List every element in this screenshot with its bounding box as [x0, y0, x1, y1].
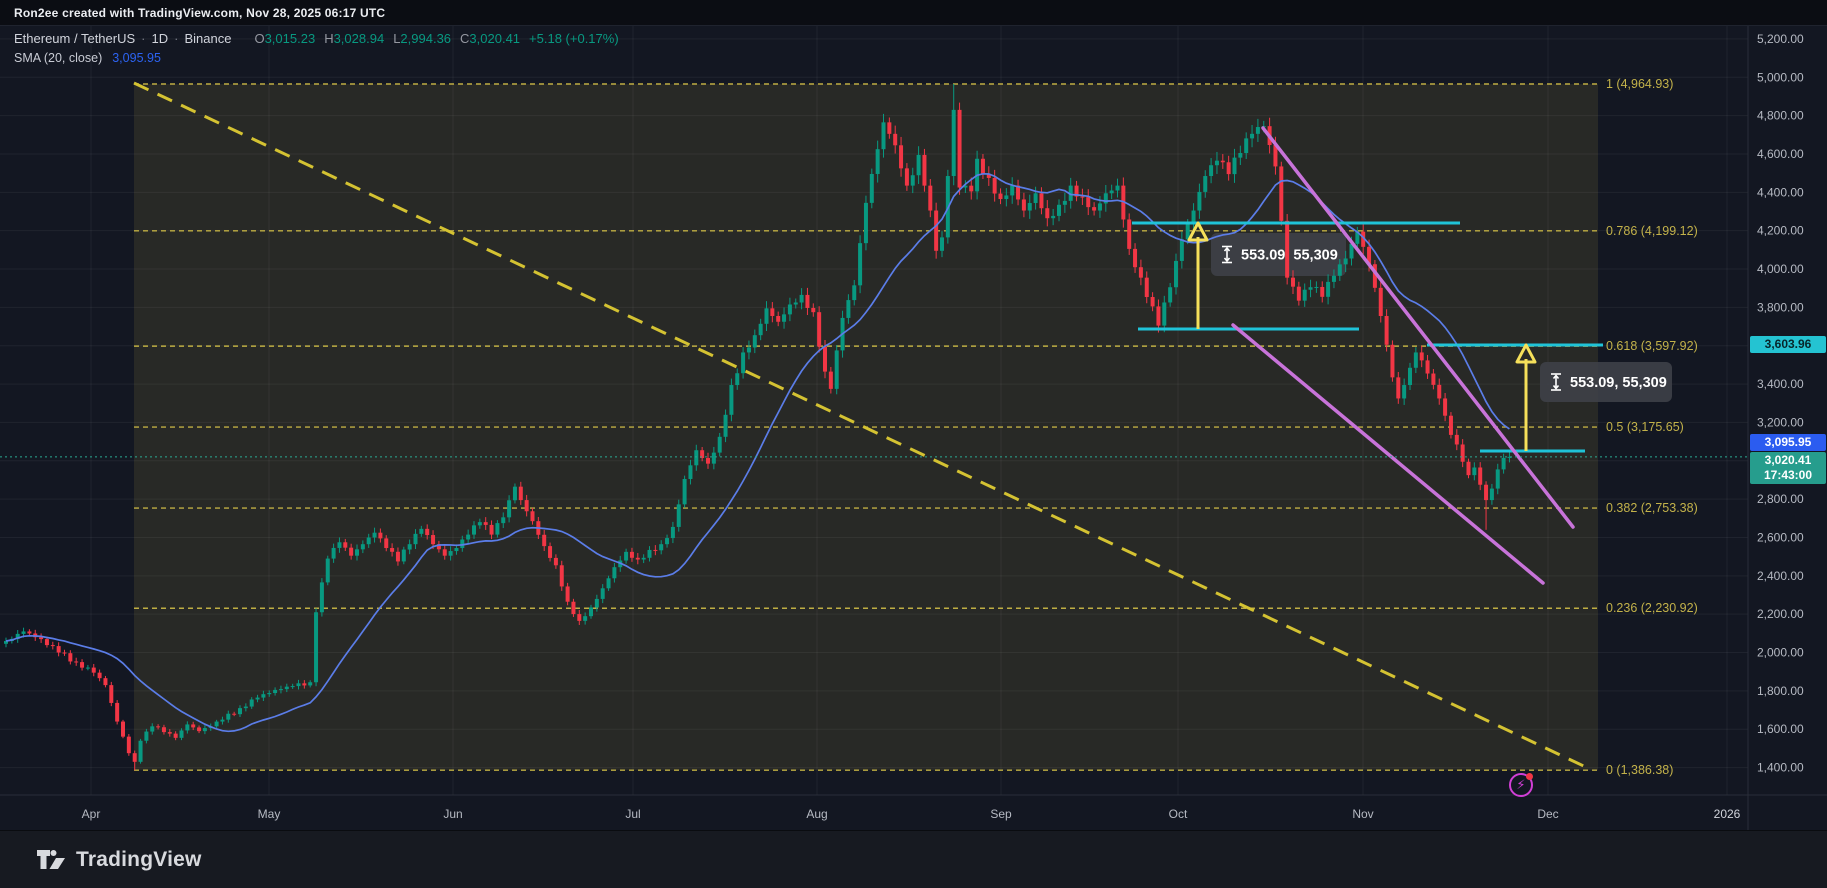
time-tick-May: May: [258, 807, 281, 821]
interval-label[interactable]: 1D: [151, 31, 169, 46]
sma-price-badge: 3,095.95: [1750, 434, 1826, 451]
symbol-row[interactable]: Ethereum / TetherUS · 1D · Binance O3,015.23 H…: [14, 31, 619, 46]
close-label: C: [460, 31, 470, 46]
low-value: 2,994.36: [400, 31, 452, 46]
separator: ·: [174, 31, 179, 46]
chart-background: [0, 26, 1827, 830]
indicator-name[interactable]: SMA (20, close): [14, 51, 103, 65]
fib-label-0: 0 (1,386.38): [1606, 763, 1673, 777]
measure-icon: [1551, 373, 1561, 391]
close-value: 3,020.41: [469, 31, 521, 46]
measure-icon: [1222, 245, 1232, 264]
symbol-name[interactable]: Ethereum / TetherUS: [14, 31, 136, 46]
fib-label-0.5: 0.5 (3,175.65): [1606, 420, 1684, 434]
price-axis[interactable]: [1748, 26, 1827, 795]
sma-price-value: 3,095.95: [1764, 435, 1812, 449]
indicator-row[interactable]: SMA (20, close) 3,095.95: [14, 51, 619, 65]
indicator-value: 3,095.95: [112, 51, 161, 65]
sma-line[interactable]: [5, 172, 1510, 733]
time-tick-Jun: Jun: [443, 807, 462, 821]
time-axis-labels[interactable]: Apr May Jun Jul Aug Sep Oct Nov Dec 2026: [82, 807, 1741, 821]
high-value: 3,028.94: [333, 31, 385, 46]
last-price-value: 3,020.41: [1764, 453, 1812, 467]
target-price-value: 3,603.96: [1764, 337, 1812, 351]
fib-label-0.382: 0.382 (2,753.38): [1606, 501, 1698, 515]
price-tick: 2,200.00: [1757, 607, 1804, 621]
price-tick: 4,800.00: [1757, 109, 1804, 123]
flash-marker[interactable]: ⚡: [1509, 773, 1533, 797]
price-tick: 3,400.00: [1757, 377, 1804, 391]
price-tick: 3,200.00: [1757, 415, 1804, 429]
separator: ·: [141, 31, 146, 46]
time-tick-Dec: Dec: [1537, 807, 1558, 821]
measure-arrows[interactable]: [1187, 221, 1537, 452]
attribution-bar: Ron2ee created with TradingView.com, Nov…: [0, 0, 1827, 26]
price-tick: 3,800.00: [1757, 300, 1804, 314]
notification-dot: [1526, 773, 1533, 780]
measure-tooltip: 553.09, 55,309: [1540, 362, 1672, 402]
fib-label-1: 1 (4,964.93): [1606, 77, 1673, 91]
price-tick: 4,000.00: [1757, 262, 1804, 276]
measure-value: 553.09, 55,309: [1570, 375, 1667, 391]
change-value: +5.18 (+0.17%): [529, 31, 619, 46]
price-tick: 1,400.00: [1757, 761, 1804, 775]
low-label: L: [393, 31, 401, 46]
last-price-badge: 3,020.41 17:43:00: [1750, 452, 1826, 484]
fib-trend-line[interactable]: [133, 81, 1591, 771]
measure-tooltip: 553.09, 55,309: [1211, 233, 1346, 276]
time-tick-Jul: Jul: [625, 807, 640, 821]
price-tick: 5,200.00: [1757, 32, 1804, 46]
attribution-text: Ron2ee created with TradingView.com, Nov…: [14, 6, 386, 20]
price-tick: 2,800.00: [1757, 492, 1804, 506]
ohlc-values: O3,015.23 H3,028.94 L2,994.36 C3,020.41 +5.1…: [245, 31, 618, 46]
tradingview-logo: TradingView: [36, 846, 202, 874]
price-tick: 2,000.00: [1757, 646, 1804, 660]
exchange-label[interactable]: Binance: [184, 31, 232, 46]
price-tick: 5,000.00: [1757, 70, 1804, 84]
legend: Ethereum / TetherUS · 1D · Binance O3,015.23 H…: [14, 31, 619, 65]
bar-countdown: 17:43:00: [1763, 468, 1813, 482]
price-tick: 1,600.00: [1757, 722, 1804, 736]
horizontal-level-lines[interactable]: [1132, 221, 1603, 453]
fib-label-0.618: 0.618 (3,597.92): [1606, 339, 1698, 353]
open-value: 3,015.23: [264, 31, 316, 46]
logo-strip: TradingView: [0, 830, 1827, 888]
price-tick: 4,200.00: [1757, 224, 1804, 238]
arrow-head: [1187, 221, 1209, 242]
price-tick: 1,800.00: [1757, 684, 1804, 698]
time-tick-Nov: Nov: [1352, 807, 1373, 821]
measure-value: 553.09, 55,309: [1241, 248, 1338, 264]
open-label: O: [254, 31, 265, 46]
lightning-icon: ⚡: [1516, 777, 1526, 792]
fib-label-0.786: 0.786 (4,199.12): [1606, 224, 1698, 238]
price-tick: 4,600.00: [1757, 147, 1804, 161]
time-tick-Apr: Apr: [82, 807, 101, 821]
tradingview-logo-icon: [37, 850, 65, 869]
arrow-head: [1515, 343, 1537, 364]
price-axis-labels[interactable]: 5,200.00 5,000.00 4,800.00 4,600.00 4,400.00…: [1757, 32, 1804, 775]
high-label: H: [324, 31, 334, 46]
price-tick: 2,400.00: [1757, 569, 1804, 583]
descending-channel[interactable]: [1231, 126, 1575, 585]
price-tick: 4,400.00: [1757, 185, 1804, 199]
fib-label-0.236: 0.236 (2,230.92): [1606, 601, 1698, 615]
time-tick-Oct: Oct: [1169, 807, 1188, 821]
time-tick-Aug: Aug: [806, 807, 827, 821]
price-tick: 2,600.00: [1757, 530, 1804, 544]
time-tick-Sep: Sep: [990, 807, 1012, 821]
tradingview-logo-text: TradingView: [76, 848, 202, 871]
fib-levels: 1 (4,964.93) 0.786 (4,199.12) 0.618 (3,597…: [133, 77, 1698, 777]
target-price-badge: 3,603.96: [1750, 336, 1826, 353]
time-tick-2026: 2026: [1714, 807, 1741, 821]
